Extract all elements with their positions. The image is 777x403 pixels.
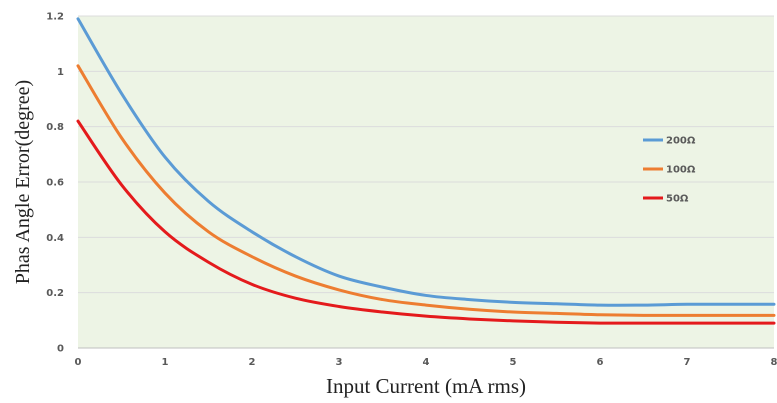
x-tick-label: 3 — [336, 357, 343, 368]
legend: 200Ω 100Ω 50Ω — [643, 136, 696, 205]
y-tick-label: 0.2 — [46, 288, 64, 299]
x-tick-label: 5 — [510, 357, 517, 368]
x-tick-label: 2 — [249, 357, 256, 368]
series-line-1 — [76, 17, 776, 307]
series-line-3 — [76, 119, 776, 325]
legend-label: 200Ω — [666, 136, 696, 147]
legend-label: 100Ω — [666, 165, 696, 176]
x-tick-label: 1 — [162, 357, 169, 368]
x-tick-label: 4 — [423, 357, 430, 368]
y-tick-label: 0 — [57, 344, 64, 355]
y-tick-label: 0.6 — [46, 178, 64, 189]
y-tick-label: 0.4 — [46, 233, 64, 244]
series-line-2 — [76, 64, 776, 317]
y-axis-label: Phas Angle Error(degree) — [12, 80, 34, 284]
x-tick-label: 7 — [684, 357, 691, 368]
series-lines — [76, 17, 776, 325]
y-tick-label: 1 — [57, 67, 64, 78]
x-tick-labels: 0 1 2 3 4 5 6 7 8 — [75, 357, 777, 368]
y-tick-label: 1.2 — [46, 12, 64, 23]
x-axis-label: Input Current (mA rms) — [326, 374, 526, 398]
y-tick-labels: 0 0.2 0.4 0.6 0.8 1 1.2 — [46, 12, 64, 355]
x-tick-label: 0 — [75, 357, 82, 368]
y-tick-label: 0.8 — [46, 122, 64, 133]
legend-label: 50Ω — [666, 194, 689, 205]
x-tick-label: 6 — [597, 357, 604, 368]
x-tick-label: 8 — [771, 357, 777, 368]
